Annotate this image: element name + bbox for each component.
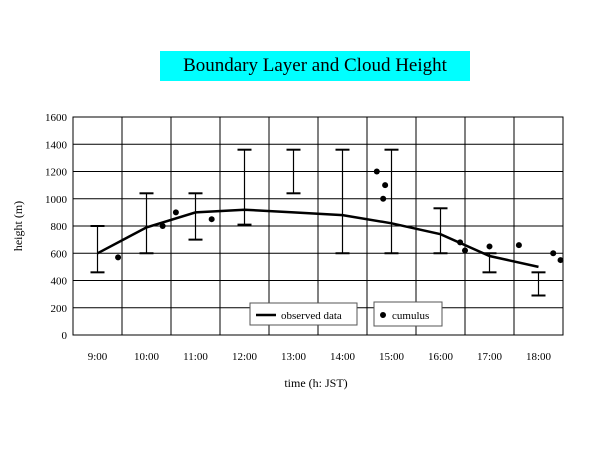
cumulus-points (115, 168, 564, 264)
x-tick-label: 16:00 (428, 351, 454, 363)
x-axis-ticks: 9:00 10:00 11:00 12:00 13:00 14:00 15:00 16:00 1… (88, 351, 552, 363)
cumulus-point (557, 257, 564, 264)
y-tick-label: 1600 (45, 112, 68, 124)
x-tick-label: 9:00 (88, 351, 108, 363)
plot-area (72, 116, 564, 336)
cumulus-point (486, 243, 493, 250)
x-tick-label: 10:00 (134, 351, 160, 363)
cumulus-point (208, 216, 215, 223)
y-axis-label: height (m) (11, 201, 25, 251)
x-tick-label: 11:00 (183, 351, 208, 363)
cumulus-point (550, 250, 557, 257)
x-tick-label: 17:00 (477, 351, 503, 363)
y-tick-label: 400 (51, 276, 68, 288)
x-tick-label: 12:00 (232, 351, 258, 363)
x-tick-label: 15:00 (379, 351, 405, 363)
legend-observed-box (249, 302, 358, 326)
legend-observed-label: observed data (281, 310, 342, 322)
y-tick-label: 600 (51, 248, 68, 260)
y-axis-ticks: 0 200 400 600 800 1000 1200 1400 1600 (45, 112, 68, 342)
cumulus-point (462, 247, 468, 254)
cumulus-point (159, 223, 166, 229)
chart-title: Boundary Layer and Cloud Height (183, 55, 447, 76)
cumulus-point (380, 195, 387, 202)
y-tick-label: 800 (51, 221, 68, 233)
cumulus-point (515, 242, 522, 249)
y-tick-label: 0 (62, 330, 68, 342)
legend-cumulus-label: cumulus (392, 310, 429, 322)
cumulus-point (457, 239, 464, 246)
x-tick-label: 13:00 (281, 351, 307, 363)
legend-cumulus: cumulus (373, 301, 443, 327)
cumulus-point (115, 254, 122, 261)
cumulus-point (373, 168, 380, 175)
y-tick-label: 1200 (45, 167, 68, 179)
observed-data-line (96, 208, 539, 269)
legend-observed: observed data (249, 302, 358, 326)
legend-dot-swatch (380, 312, 386, 318)
x-axis-label: time (h: JST) (284, 376, 347, 390)
y-tick-label: 1000 (45, 194, 68, 206)
error-bars (90, 148, 546, 297)
y-tick-label: 200 (51, 303, 68, 315)
x-tick-label: 14:00 (330, 351, 356, 363)
x-tick-label: 18:00 (526, 351, 552, 363)
cumulus-point (172, 209, 179, 216)
cumulus-point (382, 182, 389, 189)
y-tick-label: 1400 (45, 139, 68, 151)
chart-title-box: Boundary Layer and Cloud Height (160, 51, 470, 81)
